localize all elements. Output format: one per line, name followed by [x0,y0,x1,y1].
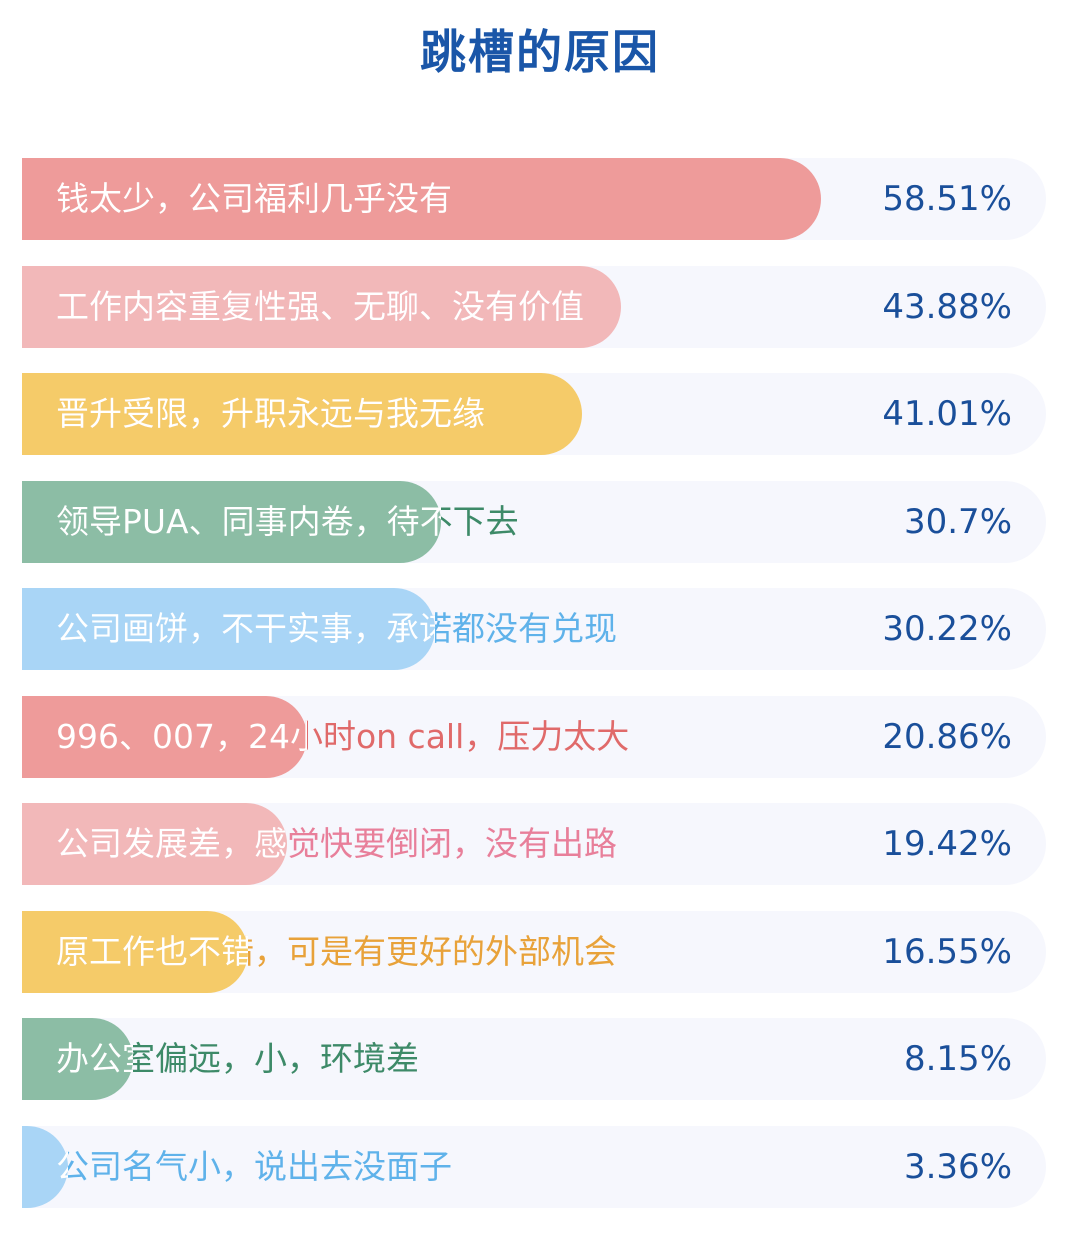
category-label: 工作内容重复性强、无聊、没有价值 [56,287,584,326]
value-label: 20.86% [882,717,1012,757]
category-label-on-bar: 晋升受限，升职永远与我无缘 [56,394,485,433]
bar [22,911,248,993]
bar [22,481,441,563]
bar-row: 工作内容重复性强、无聊、没有价值 工作内容重复性强、无聊、没有价值 43.88% [22,266,1046,348]
category-label-clip: 公司发展差，感觉快要倒闭，没有出路 [22,803,287,885]
value-label: 3.36% [903,1147,1012,1187]
bar [22,803,287,885]
chart-title: 跳槽的原因 [420,25,660,79]
value-label: 16.55% [882,932,1012,972]
category-label: 原工作也不错，可是有更好的外部机会 [56,932,617,971]
category-label: 钱太少，公司福利几乎没有 [56,179,452,218]
category-label-on-bar: 公司发展差，感觉快要倒闭，没有出路 [56,824,287,863]
value-label: 19.42% [882,824,1012,864]
bar [22,158,821,240]
category-label: 办公室偏远，小，环境差 [56,1039,419,1078]
category-label: 公司画饼，不干实事，承诺都没有兑现 [56,609,617,648]
category-label: 公司发展差，感觉快要倒闭，没有出路 [56,824,617,863]
category-label-clip: 原工作也不错，可是有更好的外部机会 [22,911,248,993]
category-label: 996、007，24小时on call，压力太大 [56,717,630,756]
bar [22,266,621,348]
bar-row: 公司名气小，说出去没面子公司名气小，说出去没面子 3.36% [22,1126,1046,1208]
value-label: 41.01% [882,394,1012,434]
value-label: 43.88% [882,287,1012,327]
category-label: 公司名气小，说出去没面子 [56,1147,452,1186]
bar-row: 钱太少，公司福利几乎没有 钱太少，公司福利几乎没有 58.51% [22,158,1046,240]
value-label: 8.15% [903,1039,1012,1079]
category-label: 领导PUA、同事内卷，待不下去 [56,502,519,541]
bar [22,696,307,778]
value-label: 30.22% [882,609,1012,649]
category-label-clip: 公司画饼，不干实事，承诺都没有兑现 [22,588,435,670]
category-label-on-bar: 996、007，24小时on call，压力太大 [56,717,307,756]
category-label-on-bar: 工作内容重复性强、无聊、没有价值 [56,287,584,326]
category-label-clip: 晋升受限，升职永远与我无缘 [22,373,582,455]
category-label-clip: 996、007，24小时on call，压力太大 [22,696,307,778]
bar-row: 晋升受限，升职永远与我无缘 晋升受限，升职永远与我无缘 41.01% [22,373,1046,455]
value-label: 58.51% [882,179,1012,219]
category-label-clip: 领导PUA、同事内卷，待不下去 [22,481,441,563]
category-label-clip: 工作内容重复性强、无聊、没有价值 [22,266,621,348]
bar [22,373,582,455]
category-label-clip: 钱太少，公司福利几乎没有 [22,158,821,240]
bar-track [22,1018,1046,1100]
value-label: 30.7% [903,502,1012,542]
category-label-on-bar: 原工作也不错，可是有更好的外部机会 [56,932,248,971]
category-label: 晋升受限，升职永远与我无缘 [56,394,485,433]
category-label-on-bar: 公司画饼，不干实事，承诺都没有兑现 [56,609,435,648]
bar-row: 办公室偏远，小，环境差办公室偏远，小，环境差8.15% [22,1018,1046,1100]
category-label-clip: 公司名气小，说出去没面子 [22,1126,68,1208]
category-label-clip: 办公室偏远，小，环境差 [22,1018,133,1100]
bar [22,1018,133,1100]
bar-track [22,1126,1046,1208]
category-label-on-bar: 钱太少，公司福利几乎没有 [56,179,452,218]
category-label-on-bar: 公司名气小，说出去没面子 [56,1126,68,1208]
category-label-on-bar: 领导PUA、同事内卷，待不下去 [56,502,441,541]
bar [22,588,435,670]
category-label-on-bar: 办公室偏远，小，环境差 [56,1039,133,1078]
